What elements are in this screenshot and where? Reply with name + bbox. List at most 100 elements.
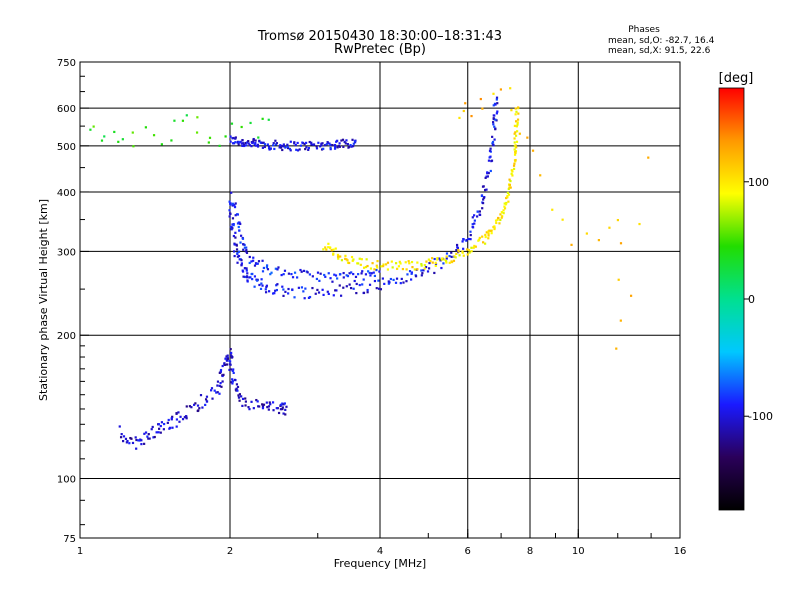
data-point — [228, 215, 231, 218]
data-point — [284, 290, 287, 293]
data-point — [514, 158, 517, 162]
data-point — [247, 142, 250, 145]
data-point — [401, 267, 405, 271]
data-point — [345, 139, 348, 142]
data-point — [318, 279, 321, 282]
data-point — [245, 275, 249, 278]
data-point — [231, 217, 235, 220]
data-point — [271, 292, 275, 295]
data-point — [160, 143, 163, 146]
data-point — [325, 143, 328, 146]
data-point — [518, 132, 521, 135]
data-point — [377, 279, 380, 282]
data-point — [236, 261, 239, 264]
data-point — [420, 274, 423, 277]
data-point — [349, 143, 352, 147]
data-point — [228, 359, 231, 363]
data-point — [194, 402, 197, 405]
data-point — [329, 148, 332, 151]
data-point — [221, 374, 224, 378]
data-point — [515, 125, 518, 128]
data-point — [208, 136, 212, 139]
data-point — [340, 139, 343, 142]
data-point — [237, 141, 241, 144]
data-point — [516, 123, 519, 126]
data-point — [237, 396, 241, 399]
data-point — [132, 145, 135, 148]
data-point — [255, 262, 258, 265]
data-point — [232, 371, 235, 375]
data-point — [334, 247, 337, 250]
data-point — [495, 112, 498, 115]
data-point — [185, 417, 188, 420]
data-point — [350, 271, 353, 274]
data-point — [274, 267, 277, 270]
data-point — [481, 185, 485, 188]
data-point — [429, 259, 432, 263]
data-point — [160, 421, 164, 424]
data-point — [304, 147, 307, 151]
data-point — [279, 144, 282, 147]
data-point — [281, 406, 284, 409]
data-point — [231, 204, 234, 207]
data-point — [452, 259, 456, 262]
x-tick-label: 6 — [465, 546, 471, 557]
data-point — [263, 145, 266, 149]
data-point — [265, 264, 269, 267]
data-point — [348, 272, 351, 275]
data-point — [496, 218, 499, 221]
data-point — [289, 140, 292, 143]
data-point — [515, 110, 518, 113]
data-point — [92, 125, 95, 128]
data-point — [251, 277, 254, 281]
data-point — [177, 411, 180, 414]
data-point — [470, 250, 473, 253]
data-point — [296, 141, 299, 145]
data-point — [216, 391, 219, 394]
data-point — [513, 141, 516, 144]
data-point — [489, 169, 492, 173]
data-point — [322, 248, 325, 251]
data-point — [241, 397, 245, 401]
data-point — [282, 145, 285, 148]
data-point — [509, 180, 512, 183]
data-point — [361, 270, 364, 273]
data-point — [244, 141, 247, 145]
data-point — [267, 290, 271, 293]
data-point — [490, 159, 494, 162]
data-point — [373, 268, 376, 271]
data-point — [427, 258, 430, 261]
data-point — [272, 142, 275, 145]
data-point — [497, 217, 500, 220]
data-point — [336, 253, 340, 257]
data-point — [492, 121, 495, 124]
data-point — [251, 141, 254, 145]
data-point — [241, 404, 244, 407]
data-point — [286, 145, 289, 148]
data-point — [469, 233, 472, 237]
data-point — [265, 285, 268, 289]
data-point — [330, 249, 333, 252]
stats-line-o: mean, sd,O: -82.7, 16.4 — [608, 36, 715, 46]
data-point — [322, 147, 325, 150]
data-point — [457, 248, 460, 252]
data-point — [306, 271, 309, 274]
data-point — [428, 261, 431, 265]
data-point — [245, 267, 248, 270]
data-point — [276, 268, 279, 271]
data-point — [375, 287, 378, 290]
data-point — [482, 241, 485, 244]
data-point — [204, 398, 208, 401]
data-point — [514, 107, 517, 110]
data-point — [124, 437, 128, 440]
data-point — [408, 270, 412, 273]
chart-title: Tromsø 20150430 18:30:00–18:31:43 — [257, 29, 502, 44]
data-point — [256, 145, 260, 148]
data-point — [303, 142, 306, 146]
data-point — [315, 277, 319, 281]
data-point — [297, 286, 300, 289]
data-point — [308, 273, 312, 276]
data-point — [228, 368, 231, 372]
data-point — [389, 277, 392, 281]
data-point — [329, 146, 332, 150]
